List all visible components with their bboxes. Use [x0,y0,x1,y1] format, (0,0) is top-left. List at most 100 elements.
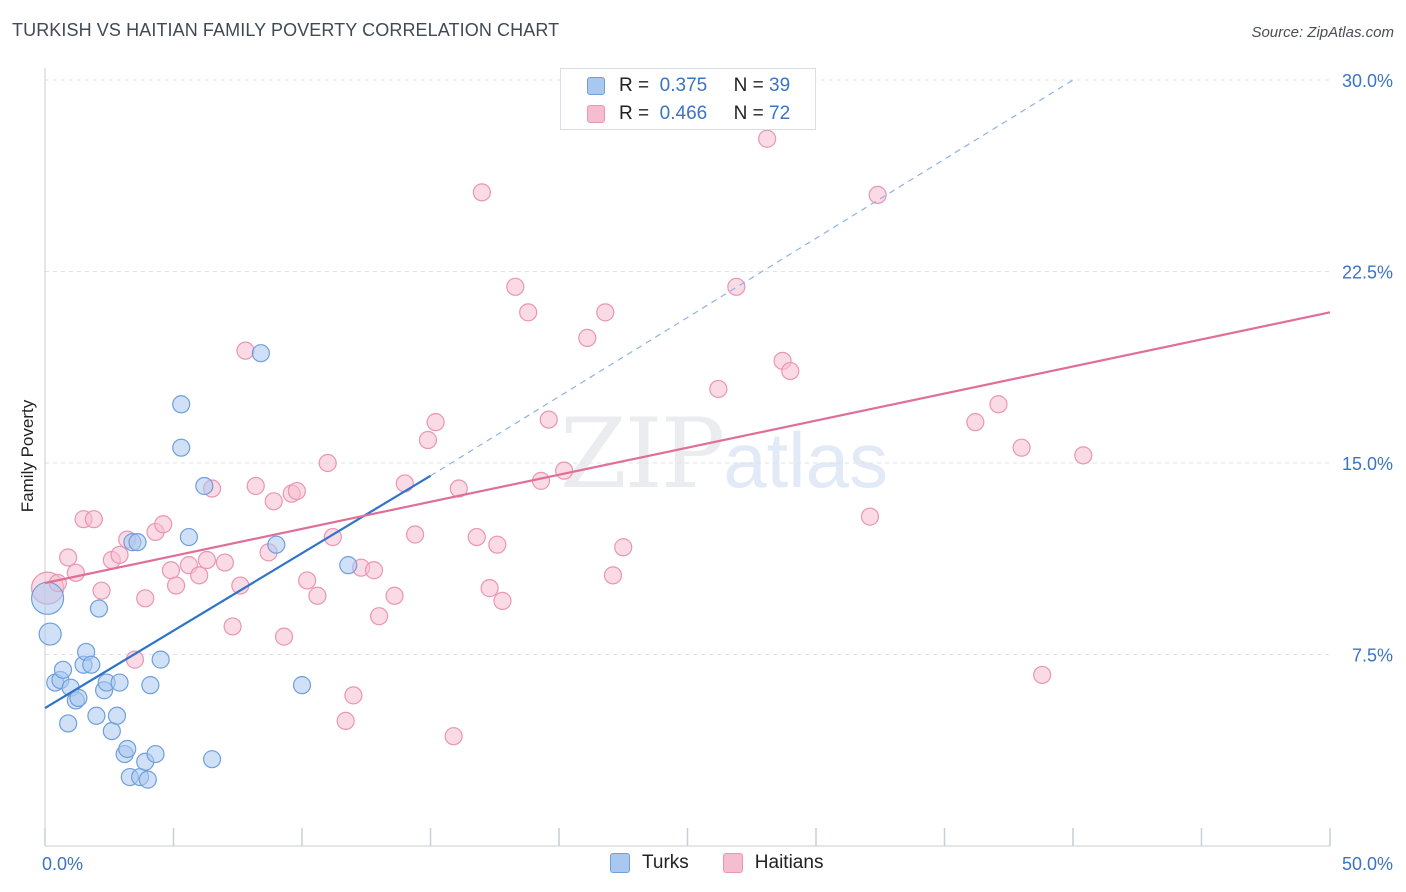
haitians-point [344,686,363,705]
turks-point [141,676,160,695]
haitians-point [444,727,463,746]
haitians-point [215,553,234,572]
haitians-point [467,527,486,547]
turks-point [107,706,127,725]
turks-point [179,527,199,547]
haitians-point [614,538,633,557]
chart-title: TURKISH VS HAITIAN FAMILY POVERTY CORREL… [12,20,560,40]
haitians-point [236,341,255,360]
turks-point [69,688,88,708]
turks-point [82,655,101,674]
turks-point [195,476,214,496]
haitians-point [966,413,985,432]
y-tick-label: 30.0% [1342,71,1393,91]
turks-r-label: R = [619,75,650,96]
legend-row-haitians: R = 0.466 N = 72 [587,101,790,127]
haitians-point [1074,446,1093,465]
turks-point [102,721,121,741]
turks-r-value: 0.375 [659,75,708,96]
haitians-point [154,515,173,534]
haitians-point [1033,665,1052,685]
haitians-point [426,413,445,432]
series-legend-turks[interactable]: Turks [610,852,689,874]
turks-point [146,744,165,764]
x-tick-label: 50.0% [1342,854,1393,874]
turks-legend-swatch [610,853,630,873]
haitians-point [418,430,438,450]
haitians-point [84,510,103,529]
haitians-point [395,474,414,493]
series-legend-haitians[interactable]: Haitians [722,852,824,874]
haitians-point [223,617,242,636]
haitians-r-label: R = [619,103,650,124]
legend-row-turks: R = 0.375 N = 39 [587,73,790,99]
haitians-point [449,479,468,498]
haitians-point [781,361,800,381]
y-tick-label: 7.5% [1352,646,1393,666]
turks-point [172,438,191,457]
turks-swatch [587,77,605,95]
haitians-point [318,453,337,473]
haitians-point [709,379,728,399]
haitians-point [287,481,306,501]
haitians-point [472,183,491,202]
haitians-point [136,589,155,608]
haitians-legend-label: Haitians [754,852,824,873]
turks-point [118,739,137,759]
haitians-point [190,566,209,585]
x-tick-label: 0.0% [42,854,83,874]
turks-point [292,676,312,695]
haitians-point [161,561,181,580]
turks-point [38,622,62,646]
haitians-point [197,550,217,570]
haitians-swatch [587,105,605,123]
haitians-point [59,548,78,567]
turks-point [138,770,157,789]
turks-point [89,599,109,618]
haitians-point [578,328,597,347]
haitians-point [493,591,512,610]
y-tick-label: 22.5% [1342,263,1393,283]
turks-trend-extension [430,79,1074,477]
haitians-point [539,410,558,429]
correlation-legend: R = 0.375 N = 39 R = 0.466 N = 72 [560,68,816,130]
haitians-point [370,607,389,626]
watermark-atlas: atlas [723,416,888,504]
turks-point [267,535,286,554]
haitians-point [336,711,355,730]
haitians-point [110,545,129,565]
turks-point [53,660,73,679]
turks-n-value: 39 [769,75,791,96]
turks-point [30,581,65,615]
haitians-point [92,581,111,600]
haitians-point [860,507,880,526]
turks-point [87,706,106,725]
source-label: Source: ZipAtlas.com [1251,24,1394,41]
haitians-point [480,579,499,598]
turks-point [202,750,222,769]
haitians-point [506,277,525,296]
haitians-point [274,627,294,646]
haitians-point [308,586,327,605]
haitians-point [298,571,317,590]
haitians-point [555,461,574,480]
turks-legend-label: Turks [642,852,689,873]
turks-point [59,714,78,733]
watermark-zip: ZIP [560,398,725,510]
series-legend: Turks Haitians [610,852,857,874]
haitians-point [596,303,615,322]
turks-point [151,650,170,669]
turks-n-label: N = [733,75,764,96]
haitians-point [603,566,623,585]
haitians-point [1012,438,1031,457]
haitians-point [758,129,777,148]
haitians-legend-swatch [722,853,743,873]
haitians-trend-line [44,311,1331,585]
haitians-point [405,525,425,544]
turks-point [172,395,191,414]
haitians-n-label: N = [733,103,764,124]
haitians-point [166,576,186,595]
haitians-n-value: 72 [769,103,791,124]
haitians-point [727,277,746,296]
